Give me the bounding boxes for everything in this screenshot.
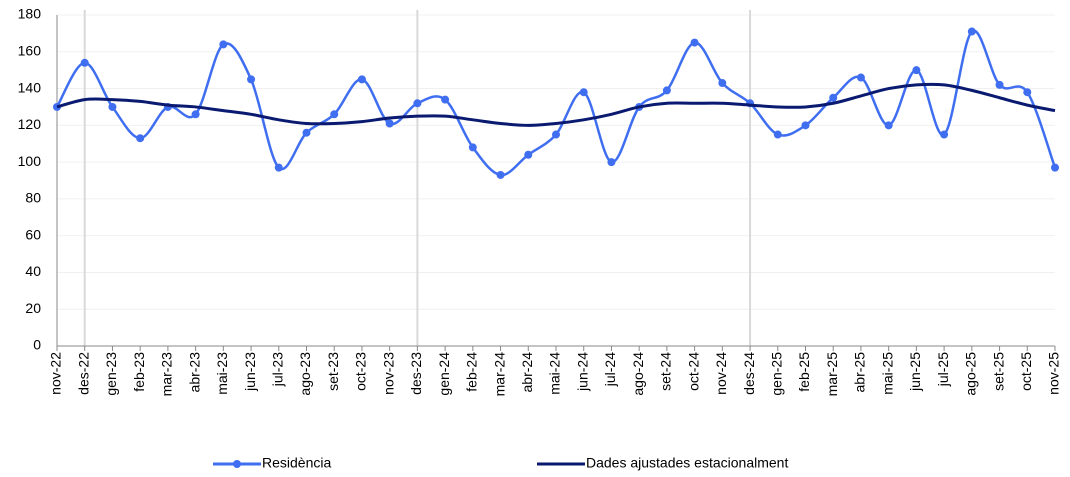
data-point [967, 27, 976, 36]
data-point [302, 128, 311, 137]
data-point [413, 99, 422, 108]
data-point [441, 95, 450, 104]
x-tick-label: oct-24 [685, 352, 701, 391]
x-tick-label: abr-25 [852, 352, 868, 393]
x-tick-label: oct-23 [353, 352, 369, 391]
data-point [856, 73, 865, 82]
data-point [191, 110, 200, 119]
x-tick-label: gen-23 [103, 352, 119, 396]
x-tick-label: ago-25 [963, 352, 979, 396]
y-tick-label: 180 [18, 6, 42, 22]
x-tick-label: jul-25 [935, 352, 951, 387]
y-tick-label: 80 [25, 190, 41, 206]
x-tick-label: jun-23 [242, 352, 258, 392]
data-point [524, 150, 533, 159]
y-tick-label: 40 [25, 263, 41, 279]
x-tick-label: des-24 [741, 352, 757, 395]
data-point [247, 75, 256, 84]
x-tick-label: mar-25 [824, 352, 840, 397]
data-point [330, 110, 339, 119]
data-point [662, 86, 671, 95]
x-tick-label: nov-22 [48, 352, 64, 395]
legend-marker [233, 460, 241, 468]
x-tick-label: ago-24 [630, 352, 646, 396]
data-point [1023, 88, 1032, 97]
data-point [357, 75, 366, 84]
data-point [801, 121, 810, 130]
data-point [940, 130, 949, 139]
y-tick-label: 120 [18, 116, 42, 132]
legend-label: Dades ajustades estacionalment [586, 455, 788, 471]
x-tick-label: set-23 [325, 352, 341, 391]
x-tick-label: nov-24 [713, 352, 729, 395]
x-tick-label: abr-23 [186, 352, 202, 393]
y-tick-label: 20 [25, 300, 41, 316]
data-point [829, 93, 838, 102]
y-tick-label: 60 [25, 226, 41, 242]
x-tick-label: mar-23 [159, 352, 175, 397]
x-tick-label: feb-24 [464, 352, 480, 392]
y-tick-label: 160 [18, 42, 42, 58]
data-point [773, 130, 782, 139]
x-tick-label: mai-24 [547, 352, 563, 395]
x-tick-label: mai-23 [214, 352, 230, 395]
series-line [56, 82, 1056, 127]
x-tick-label: mai-25 [879, 352, 895, 395]
data-point [274, 163, 283, 172]
data-point [385, 119, 394, 128]
data-point [468, 143, 477, 152]
x-tick-label: gen-24 [436, 352, 452, 396]
x-tick-label: set-24 [658, 352, 674, 391]
x-tick-label: nov-23 [380, 352, 396, 395]
data-point [219, 40, 228, 49]
x-tick-label: gen-25 [768, 352, 784, 396]
data-point [912, 66, 921, 75]
data-point [108, 102, 117, 111]
x-tick-label: oct-25 [1018, 352, 1034, 391]
data-point [690, 38, 699, 47]
x-tick-label: set-25 [990, 352, 1006, 391]
x-tick-label: jul-24 [602, 352, 618, 387]
x-tick-label: jul-23 [269, 352, 285, 387]
data-point [1051, 163, 1059, 172]
x-tick-label: jun-24 [574, 352, 590, 392]
x-tick-label: des-22 [75, 352, 91, 395]
data-point [552, 130, 560, 139]
data-point [718, 79, 727, 88]
x-tick-label: nov-25 [1046, 352, 1062, 395]
data-point [995, 80, 1004, 89]
data-point [884, 121, 893, 130]
y-tick-label: 140 [18, 79, 42, 95]
legend-label: Residència [262, 455, 331, 471]
x-tick-label: mar-24 [491, 352, 507, 397]
x-tick-label: feb-23 [131, 352, 147, 392]
data-point [579, 88, 588, 97]
x-tick-label: ago-23 [297, 352, 313, 396]
x-tick-label: feb-25 [796, 352, 812, 392]
y-tick-label: 100 [18, 153, 42, 169]
series-line [55, 29, 1057, 177]
data-point [80, 58, 89, 67]
data-point [136, 134, 145, 143]
data-point [496, 170, 505, 179]
x-tick-label: des-23 [408, 352, 424, 395]
data-point [607, 158, 616, 167]
x-tick-label: abr-24 [519, 352, 535, 393]
y-tick-label: 0 [33, 337, 41, 353]
x-tick-label: jun-25 [907, 352, 923, 392]
